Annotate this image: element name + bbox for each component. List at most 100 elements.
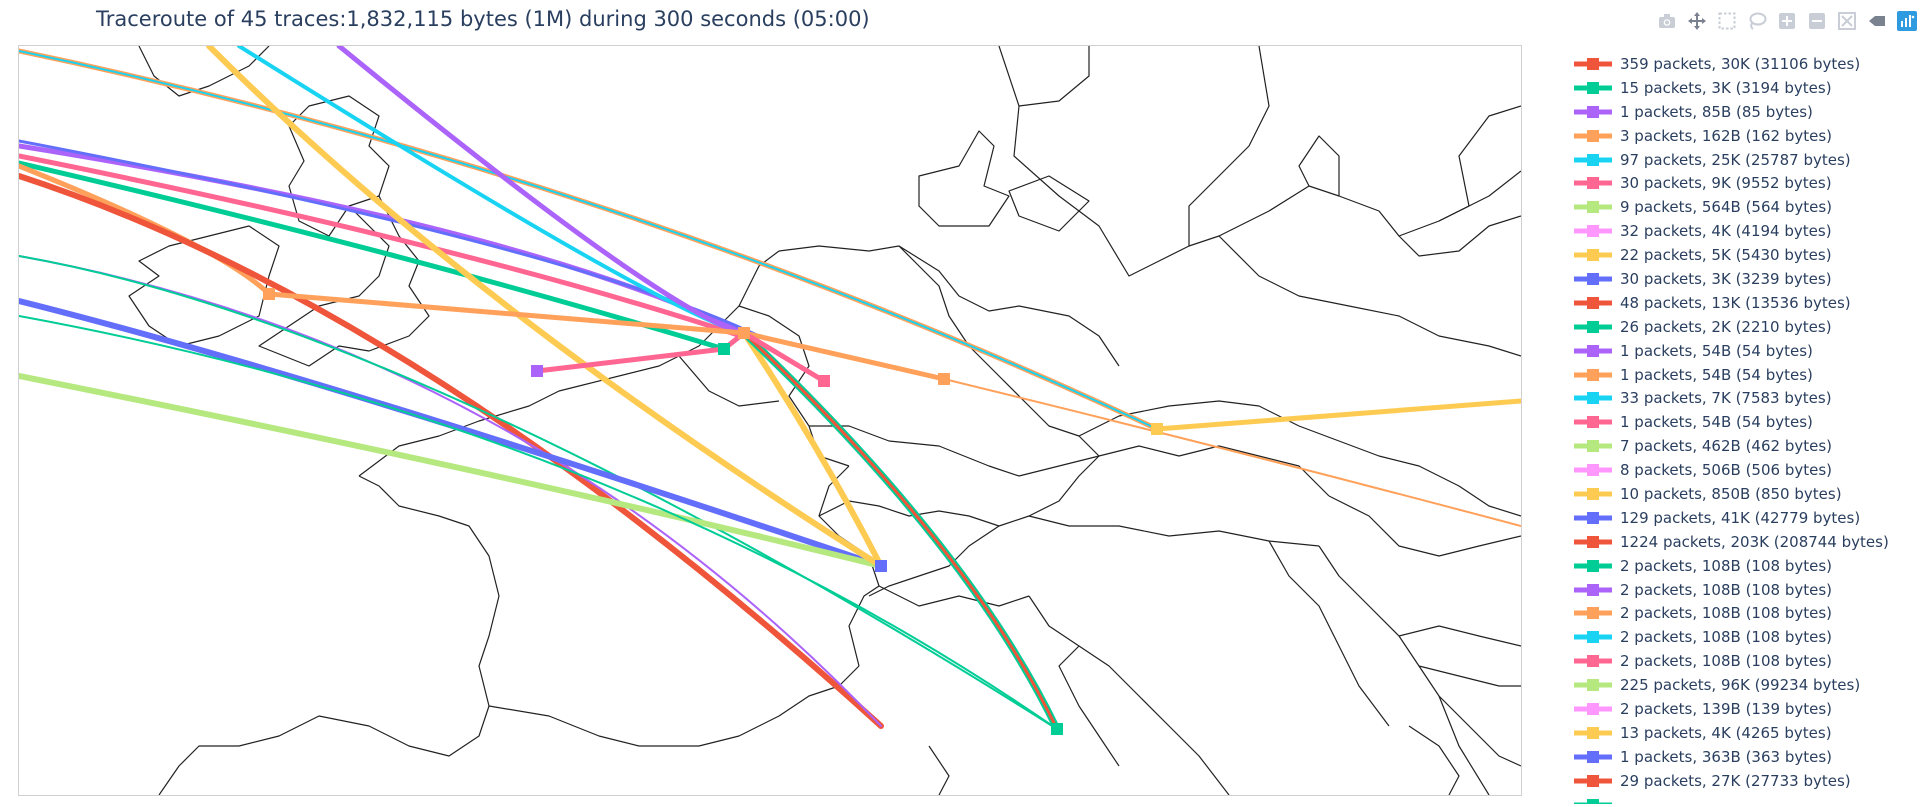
map-canvas[interactable]	[19, 46, 1521, 795]
legend-item[interactable]: 22 packets, 5K (5430 bytes)	[1572, 243, 1922, 267]
legend-label: 2 packets, 108B (108 bytes)	[1620, 580, 1832, 599]
legend-item[interactable]: 2 packets, 108B (108 bytes)	[1572, 649, 1922, 673]
legend-item[interactable]: 3 packets, 162B (162 bytes)	[1572, 124, 1922, 148]
plotly-logo-icon[interactable]	[1896, 10, 1918, 32]
legend-item[interactable]: 32 packets, 4K (4194 bytes)	[1572, 219, 1922, 243]
legend-label: 2 packets, 108B (108 bytes)	[1620, 652, 1832, 671]
legend-item[interactable]: 48 packets, 13K (13536 bytes)	[1572, 291, 1922, 315]
legend-swatch-icon	[1574, 392, 1612, 405]
reset-icon[interactable]	[1836, 10, 1858, 32]
legend-item[interactable]: 13 packets, 4K (4265 bytes)	[1572, 721, 1922, 745]
legend-item[interactable]: 33 packets, 7K (7583 bytes)	[1572, 386, 1922, 410]
legend-swatch-icon	[1574, 105, 1612, 118]
legend-item[interactable]: 2 packets, 108B (108 bytes)	[1572, 554, 1922, 578]
legend-item[interactable]: 1 packets, 85B (85 bytes)	[1572, 100, 1922, 124]
back-icon[interactable]	[1866, 10, 1888, 32]
country-borders	[128, 46, 1521, 795]
legend-label: 3 packets, 162B (162 bytes)	[1620, 126, 1832, 145]
legend-swatch-icon	[1574, 535, 1612, 548]
zoom-in-icon[interactable]	[1776, 10, 1798, 32]
legend-label: 2 packets, 108B (108 bytes)	[1620, 628, 1832, 647]
zoom-out-icon[interactable]	[1806, 10, 1828, 32]
box-select-icon[interactable]	[1716, 10, 1738, 32]
legend-item[interactable]: 2 packets, 108B (108 bytes)	[1572, 578, 1922, 602]
legend-swatch-icon	[1574, 679, 1612, 692]
legend-item[interactable]	[1572, 793, 1922, 804]
legend-label: 359 packets, 30K (31106 bytes)	[1620, 54, 1861, 73]
legend-swatch-icon	[1574, 726, 1612, 739]
legend-item[interactable]: 359 packets, 30K (31106 bytes)	[1572, 52, 1922, 76]
legend-label: 29 packets, 27K (27733 bytes)	[1620, 771, 1851, 790]
legend-label: 22 packets, 5K (5430 bytes)	[1620, 246, 1832, 265]
legend-item[interactable]: 1 packets, 54B (54 bytes)	[1572, 410, 1922, 434]
pan-icon[interactable]	[1686, 10, 1708, 32]
legend-item[interactable]: 30 packets, 3K (3239 bytes)	[1572, 267, 1922, 291]
lasso-select-icon[interactable]	[1746, 10, 1768, 32]
legend-swatch-icon	[1574, 153, 1612, 166]
legend-swatch-icon	[1574, 249, 1612, 262]
legend-label: 26 packets, 2K (2210 bytes)	[1620, 317, 1832, 336]
legend-swatch-icon	[1574, 702, 1612, 715]
hop-marker[interactable]	[738, 327, 750, 339]
hop-marker[interactable]	[531, 365, 543, 377]
legend-swatch-icon	[1574, 487, 1612, 500]
legend-item[interactable]: 2 packets, 108B (108 bytes)	[1572, 601, 1922, 625]
legend-item[interactable]: 9 packets, 564B (564 bytes)	[1572, 195, 1922, 219]
legend-label: 15 packets, 3K (3194 bytes)	[1620, 78, 1832, 97]
hop-marker[interactable]	[263, 288, 275, 300]
hop-marker[interactable]	[818, 375, 830, 387]
legend-swatch-icon	[1574, 225, 1612, 238]
legend-item[interactable]: 2 packets, 139B (139 bytes)	[1572, 697, 1922, 721]
legend-swatch-icon	[1574, 511, 1612, 524]
legend-label: 30 packets, 3K (3239 bytes)	[1620, 269, 1832, 288]
legend-swatch-icon	[1574, 774, 1612, 787]
legend-swatch-icon	[1574, 296, 1612, 309]
map-plot[interactable]	[18, 45, 1522, 796]
hop-markers	[263, 288, 1163, 735]
legend-item[interactable]: 2 packets, 108B (108 bytes)	[1572, 625, 1922, 649]
legend-label: 97 packets, 25K (25787 bytes)	[1620, 150, 1851, 169]
hop-marker[interactable]	[1051, 723, 1063, 735]
legend-swatch-icon	[1574, 655, 1612, 668]
legend-swatch-icon	[1574, 368, 1612, 381]
legend-item[interactable]: 1 packets, 363B (363 bytes)	[1572, 745, 1922, 769]
hop-marker[interactable]	[875, 560, 887, 572]
legend-item[interactable]: 97 packets, 25K (25787 bytes)	[1572, 148, 1922, 172]
legend-label: 2 packets, 108B (108 bytes)	[1620, 604, 1832, 623]
legend-label: 13 packets, 4K (4265 bytes)	[1620, 723, 1832, 742]
legend-swatch-icon	[1574, 272, 1612, 285]
legend-swatch-icon	[1574, 440, 1612, 453]
legend-item[interactable]: 129 packets, 41K (42779 bytes)	[1572, 506, 1922, 530]
hop-marker[interactable]	[938, 373, 950, 385]
legend-label: 1 packets, 54B (54 bytes)	[1620, 341, 1813, 360]
legend-label: 1 packets, 54B (54 bytes)	[1620, 413, 1813, 432]
legend-label: 1 packets, 85B (85 bytes)	[1620, 102, 1813, 121]
legend-item[interactable]: 10 packets, 850B (850 bytes)	[1572, 482, 1922, 506]
legend-item[interactable]: 1 packets, 54B (54 bytes)	[1572, 363, 1922, 387]
legend-label: 33 packets, 7K (7583 bytes)	[1620, 389, 1832, 408]
legend-item[interactable]: 7 packets, 462B (462 bytes)	[1572, 434, 1922, 458]
camera-icon[interactable]	[1656, 10, 1678, 32]
hop-marker[interactable]	[1151, 423, 1163, 435]
legend-item[interactable]: 30 packets, 9K (9552 bytes)	[1572, 171, 1922, 195]
legend-item[interactable]: 26 packets, 2K (2210 bytes)	[1572, 315, 1922, 339]
legend-label: 9 packets, 564B (564 bytes)	[1620, 198, 1832, 217]
legend-label: 48 packets, 13K (13536 bytes)	[1620, 293, 1851, 312]
legend-label: 1224 packets, 203K (208744 bytes)	[1620, 532, 1889, 551]
legend: 359 packets, 30K (31106 bytes) 15 packets…	[1572, 52, 1922, 804]
legend-label: 1 packets, 54B (54 bytes)	[1620, 365, 1813, 384]
legend-item[interactable]: 225 packets, 96K (99234 bytes)	[1572, 673, 1922, 697]
legend-swatch-icon	[1574, 631, 1612, 644]
hop-marker[interactable]	[718, 343, 730, 355]
legend-swatch-icon	[1574, 416, 1612, 429]
legend-item[interactable]: 8 packets, 506B (506 bytes)	[1572, 458, 1922, 482]
legend-item[interactable]: 1224 packets, 203K (208744 bytes)	[1572, 530, 1922, 554]
legend-label: 225 packets, 96K (99234 bytes)	[1620, 676, 1861, 695]
legend-swatch-icon	[1574, 607, 1612, 620]
trace-routes	[19, 46, 1521, 733]
legend-swatch-icon	[1574, 344, 1612, 357]
legend-item[interactable]: 15 packets, 3K (3194 bytes)	[1572, 76, 1922, 100]
legend-item[interactable]: 29 packets, 27K (27733 bytes)	[1572, 769, 1922, 793]
legend-item[interactable]: 1 packets, 54B (54 bytes)	[1572, 339, 1922, 363]
legend-label: 10 packets, 850B (850 bytes)	[1620, 484, 1842, 503]
